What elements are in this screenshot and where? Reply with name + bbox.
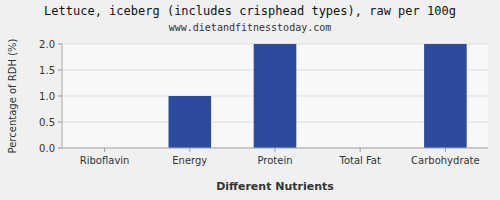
y-tick-label: 0.5 <box>39 117 55 128</box>
x-tick <box>360 148 361 152</box>
bars <box>169 44 467 148</box>
grid-line <box>62 148 488 149</box>
y-tick-label: 1.5 <box>39 65 55 76</box>
y-tick-label: 2.0 <box>39 39 55 50</box>
x-tick <box>275 148 276 152</box>
bar <box>424 44 467 148</box>
y-axis <box>62 44 63 148</box>
y-tick-label: 1.0 <box>39 91 55 102</box>
subtitle: www.dietandfitnesstoday.com <box>169 22 332 33</box>
title: Lettuce, iceberg (includes crisphead typ… <box>44 4 456 18</box>
x-tick <box>189 148 190 152</box>
x-tick-label: Energy <box>172 155 207 166</box>
y-axis-label: Percentage of RDH (%) <box>7 38 18 153</box>
background <box>0 0 500 200</box>
y-tick <box>58 44 62 45</box>
y-tick <box>58 70 62 71</box>
y-tick <box>58 96 62 97</box>
bar <box>169 96 212 148</box>
x-tick <box>104 148 105 152</box>
chart: 0.0 0.5 1.0 1.5 2.0 Riboflavin Energy Protein To… <box>0 0 500 200</box>
x-axis <box>62 148 488 149</box>
x-tick <box>445 148 446 152</box>
plot-background <box>62 44 488 148</box>
x-tick-label: Protein <box>257 155 292 166</box>
x-tick-label: Carbohydrate <box>411 155 480 166</box>
x-axis-label: Different Nutrients <box>216 180 334 193</box>
bar <box>254 44 297 148</box>
y-tick-label: 0.0 <box>39 143 55 154</box>
chart-container: 0.0 0.5 1.0 1.5 2.0 Riboflavin Energy Protein To… <box>0 0 500 200</box>
x-tick-label: Total Fat <box>338 155 380 166</box>
y-tick <box>58 148 62 149</box>
y-tick <box>58 122 62 123</box>
x-tick-label: Riboflavin <box>80 155 130 166</box>
